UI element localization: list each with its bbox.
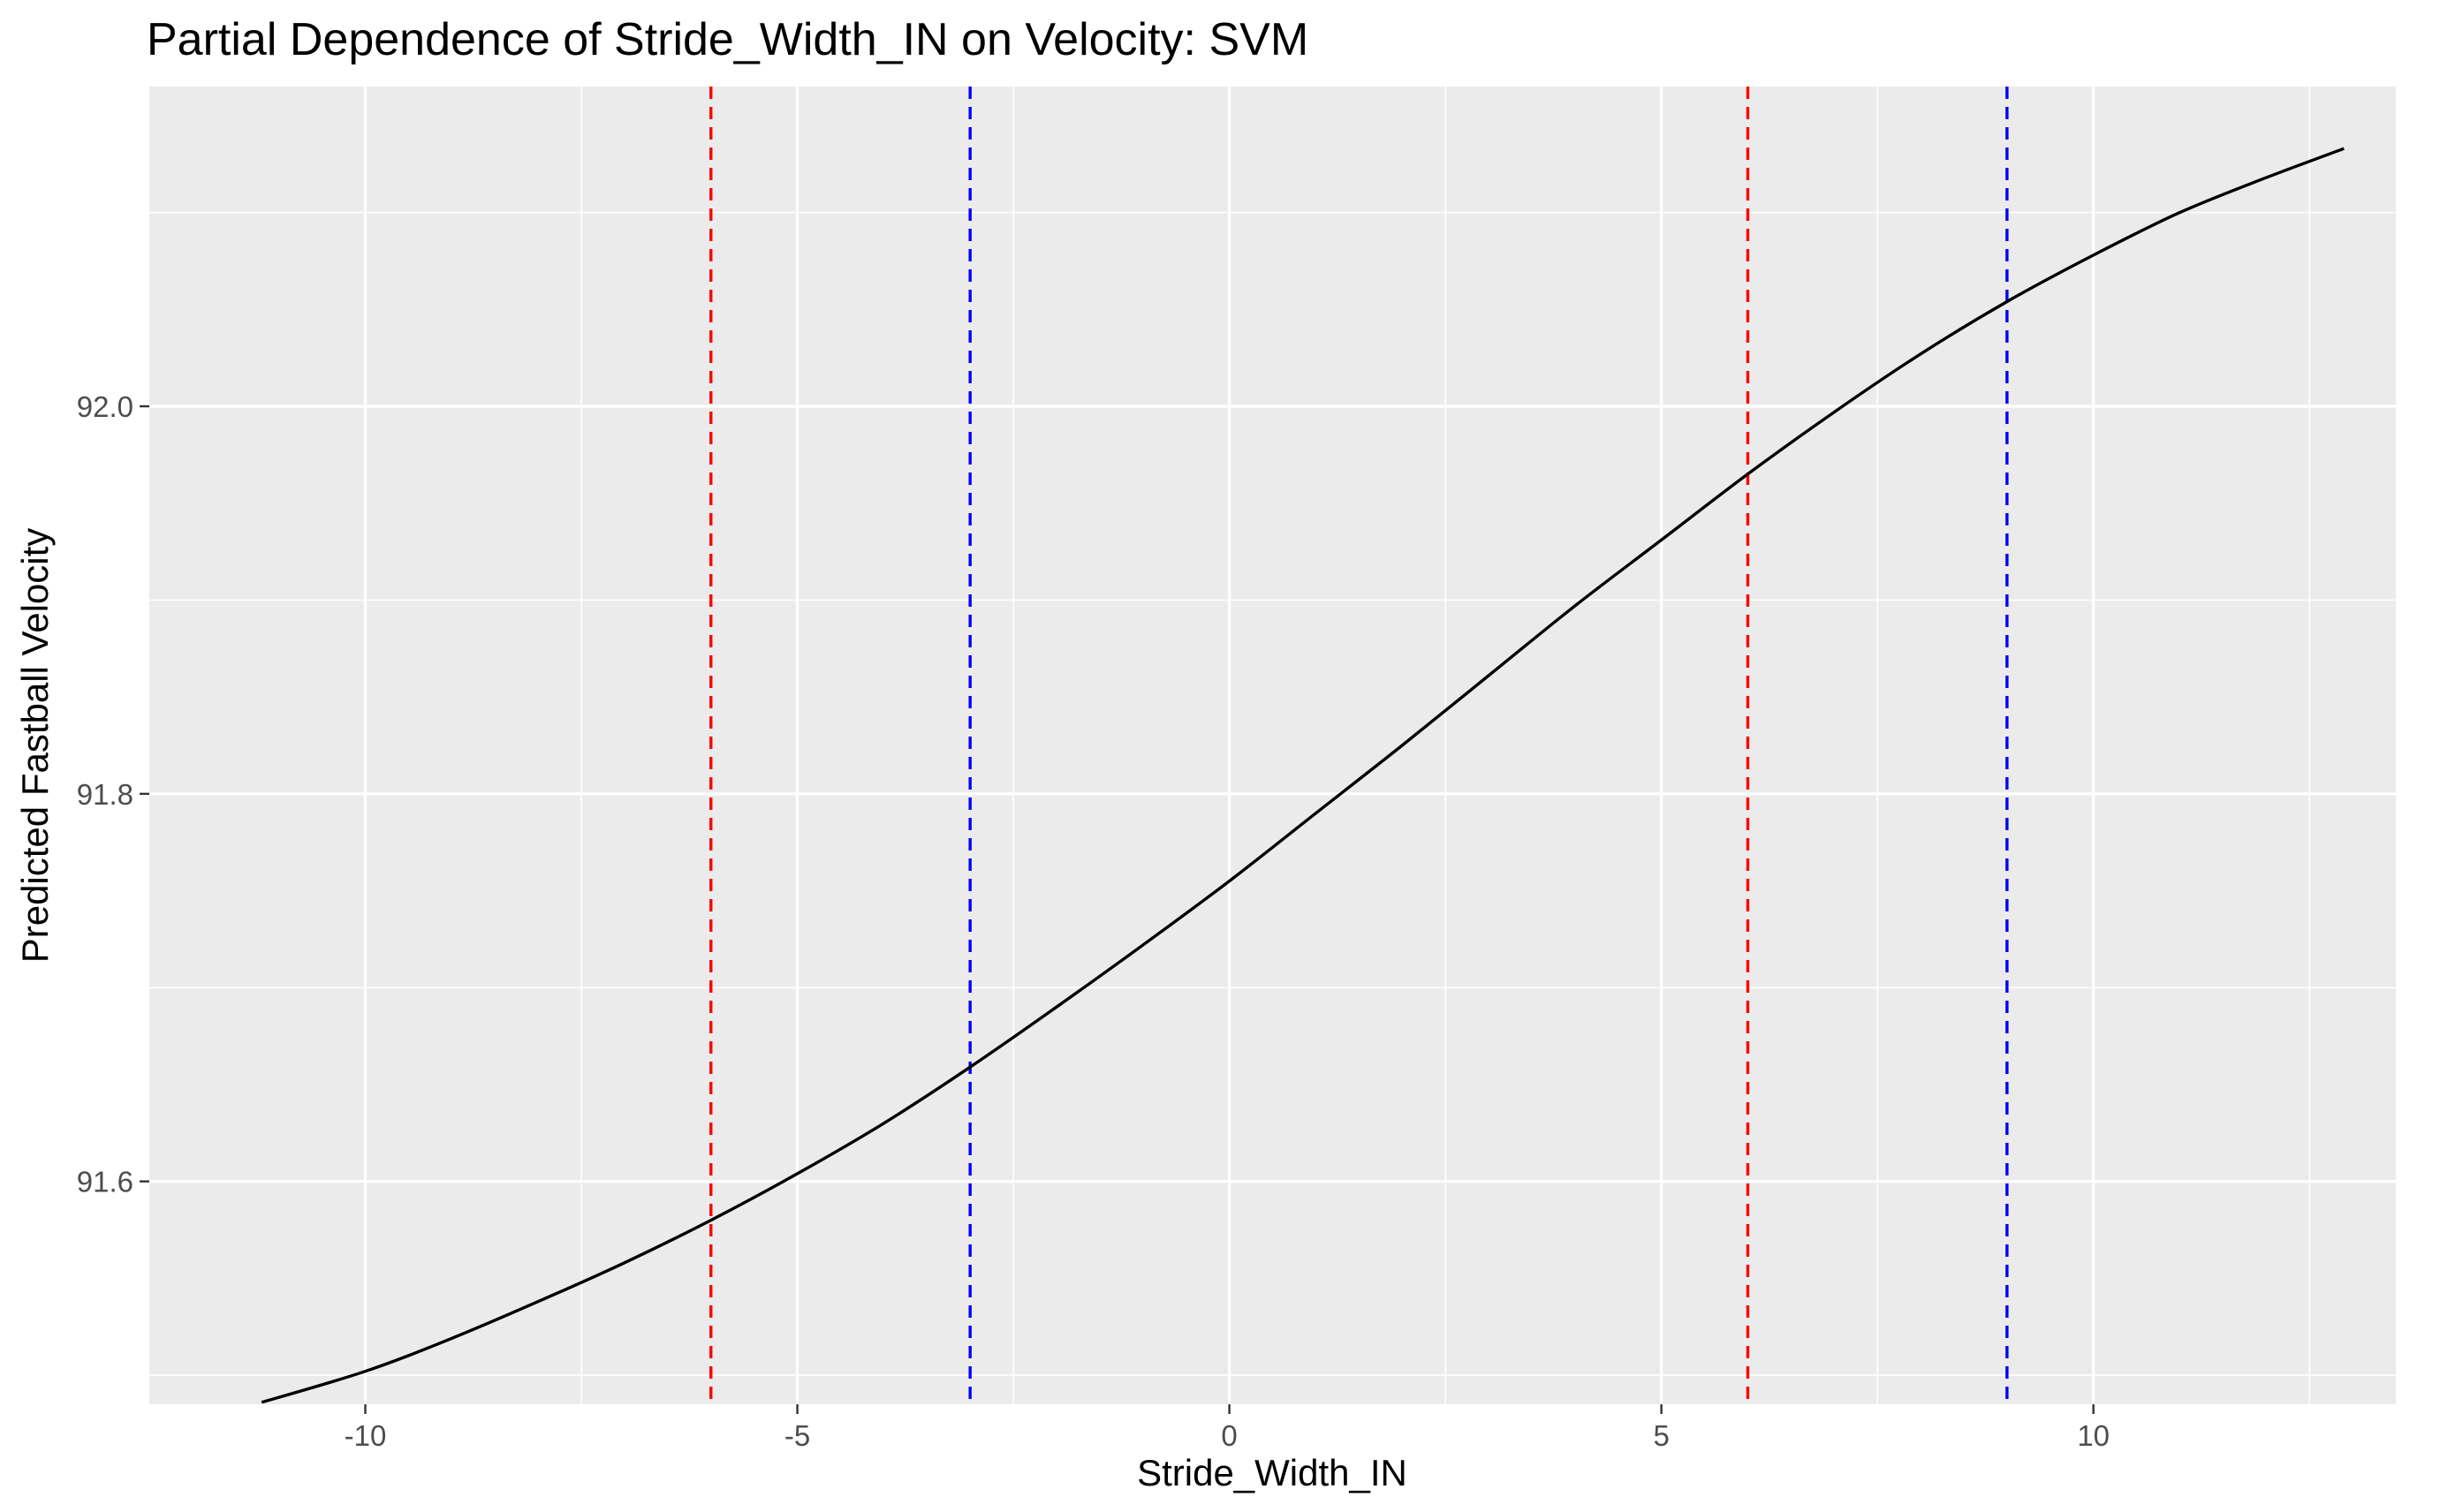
x-axis-ticks: -10 -5 0 5 10 xyxy=(345,1404,2110,1452)
x-tick-label: -5 xyxy=(784,1419,810,1452)
reference-lines xyxy=(709,87,2009,1404)
series-line xyxy=(261,147,2345,1404)
y-tick-label: 91.6 xyxy=(77,1166,133,1198)
x-axis-title: Stride_Width_IN xyxy=(1137,1452,1407,1493)
x-tick-label: 5 xyxy=(1653,1419,1669,1452)
minor-gridlines xyxy=(149,87,2396,1404)
plot-panel xyxy=(149,87,2396,1404)
x-tick-label: 10 xyxy=(2077,1419,2110,1452)
y-axis-ticks: 91.6 91.8 92.0 xyxy=(77,390,149,1198)
chart-title: Partial Dependence of Stride_Width_IN on… xyxy=(147,14,1308,65)
major-gridlines xyxy=(149,87,2396,1404)
x-tick-label: -10 xyxy=(345,1419,387,1452)
x-tick-label: 0 xyxy=(1221,1419,1237,1452)
y-tick-label: 91.8 xyxy=(77,778,133,811)
y-tick-label: 92.0 xyxy=(77,390,133,423)
y-axis-title: Predicted Fastball Velocity xyxy=(14,528,56,964)
data-series xyxy=(261,147,2345,1404)
